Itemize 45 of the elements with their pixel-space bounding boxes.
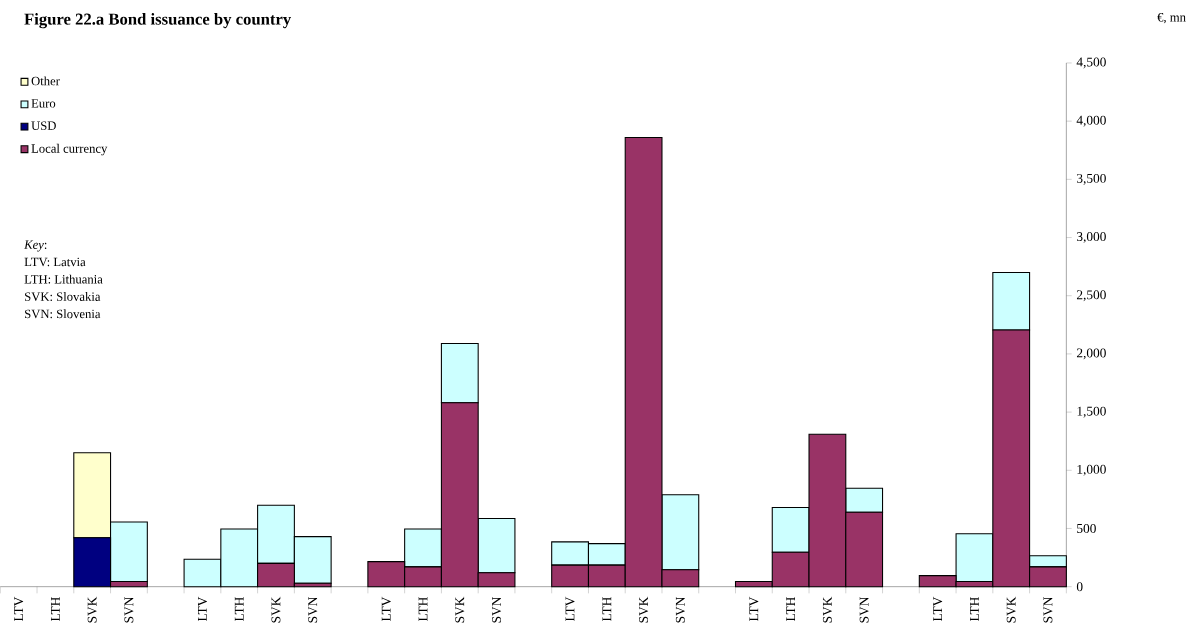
x-tick-label: SVN — [308, 597, 318, 623]
x-tick-label: LTV — [749, 597, 759, 622]
x-tick-label: LTV — [381, 597, 391, 622]
x-tick-label: SVN — [1043, 597, 1053, 623]
legend-label: Euro — [31, 99, 56, 108]
x-tick-label: SVK — [639, 597, 649, 623]
annotation: SVN: Slovenia — [25, 309, 101, 319]
x-tick-label: LTV — [565, 597, 575, 622]
x-tick-label: SVN — [124, 597, 134, 623]
annotation: LTH: Lithuania — [24, 274, 103, 284]
x-tick-label: LTH — [970, 597, 979, 622]
y-tick-label: 500 — [1077, 524, 1096, 534]
x-tick-label: LTH — [51, 597, 60, 622]
x-tick-label: SVN — [675, 597, 685, 623]
y-tick-label: 3,500 — [1077, 174, 1106, 185]
annotation: SVK: Slovakia — [25, 292, 101, 302]
x-tick-label: SVK — [1006, 597, 1016, 623]
y-axis-title: €, mn — [1157, 13, 1186, 24]
y-tick-label: 4,000 — [1076, 115, 1106, 127]
x-tick-label: SVK — [455, 597, 465, 623]
y-tick-label: 1,500 — [1077, 406, 1106, 418]
x-tick-label: LTV — [933, 597, 943, 622]
y-tick-label: 4,500 — [1076, 57, 1106, 69]
annotation: LTV: Latvia — [24, 257, 86, 267]
x-tick-label: SVN — [492, 597, 502, 623]
x-tick-label: LTH — [786, 597, 795, 622]
y-tick-label: 2,500 — [1076, 290, 1106, 302]
y-tick-label: 1,000 — [1077, 465, 1106, 476]
y-tick-label: 3,000 — [1077, 232, 1106, 244]
legend-label: Other — [31, 76, 60, 86]
x-tick-label: SVN — [859, 597, 869, 623]
y-tick-label: 2,000 — [1076, 348, 1106, 360]
x-tick-label: SVK — [822, 597, 832, 623]
x-tick-label: LTH — [602, 597, 612, 622]
y-tick-label: 0 — [1076, 582, 1083, 592]
annotation: Key: — [24, 240, 47, 252]
x-tick-label: SVK — [87, 597, 97, 623]
legend-label: Local currency — [31, 144, 108, 156]
legend-label: USD — [31, 121, 56, 131]
x-tick-label: SVK — [271, 597, 281, 623]
x-tick-label: LTH — [418, 597, 428, 622]
chart-title: Figure 22.a Bond issuance by country — [24, 13, 292, 29]
x-tick-label: LTV — [14, 597, 24, 622]
x-tick-label: LTH — [234, 597, 244, 622]
x-tick-label: LTV — [197, 597, 207, 622]
